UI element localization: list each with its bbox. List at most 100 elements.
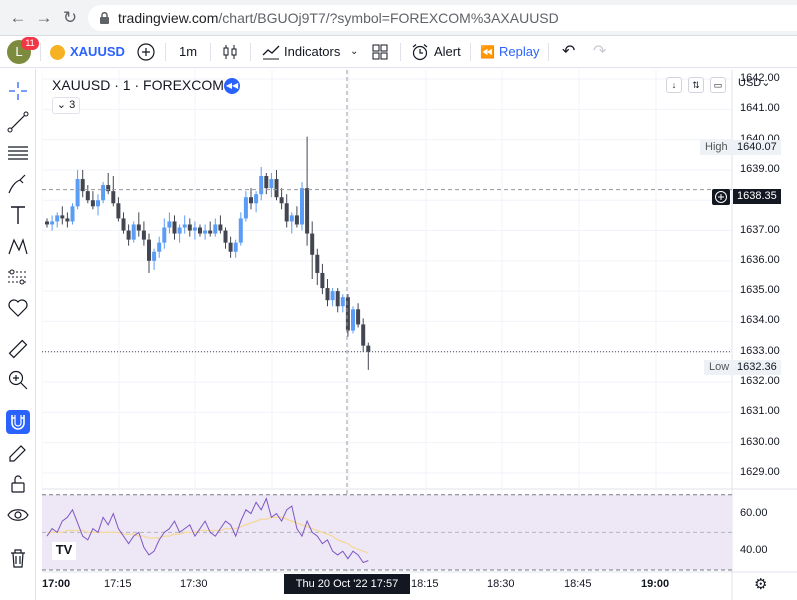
candle-body <box>177 227 182 234</box>
price-tick-label: 1637.00 <box>740 223 780 236</box>
symbol-search-button[interactable]: XAUUSD <box>70 44 125 59</box>
currency-selector[interactable]: USD⌄ <box>738 76 770 89</box>
indicators-icon[interactable] <box>262 44 280 60</box>
candle-body <box>264 176 269 189</box>
crosshair-tool[interactable] <box>6 79 30 103</box>
toolbar-divider <box>40 43 41 61</box>
candle-body <box>269 179 274 189</box>
hide-drawings-tool[interactable] <box>6 503 30 527</box>
chart-pane[interactable]: XAUUSD · 1 · FOREXCOM ◀◀ ⌄ 3 ↓ ⇅ ▭ <box>42 70 797 600</box>
candle-body <box>157 242 162 252</box>
chevron-down-icon[interactable]: ⌄ <box>350 46 359 57</box>
alarm-clock-icon[interactable] <box>411 43 429 61</box>
candle-body <box>305 188 310 234</box>
stay-drawing-tool[interactable] <box>6 441 30 465</box>
candle-body <box>152 251 157 261</box>
lock-icon <box>100 12 109 24</box>
price-tick-label: 1639.00 <box>740 162 780 175</box>
candle-body <box>274 179 279 198</box>
oscillator-ma-line <box>47 516 369 554</box>
indicators-button[interactable]: Indicators <box>284 44 341 59</box>
candle-body <box>162 227 167 243</box>
scroll-down-icon[interactable]: ↓ <box>666 77 682 93</box>
back-icon[interactable]: ← <box>9 8 27 27</box>
remove-drawings-tool[interactable] <box>6 546 30 570</box>
candle-body <box>366 345 371 352</box>
maximize-icon[interactable]: ▭ <box>710 77 726 93</box>
replay-jump-icon[interactable]: ◀◀ <box>224 78 240 94</box>
browser-bar: ← → ↻ tradingview.com/chart/BGUOj9T7/?sy… <box>0 0 797 36</box>
time-tick-label: 18:15 <box>411 578 439 590</box>
zoom-in-icon <box>8 370 28 390</box>
chart-toolbar: L 11 XAUUSD 1m Indicators ⌄ Alert ⏪ Repl… <box>0 36 797 68</box>
time-tick-label: 18:30 <box>487 578 515 590</box>
toolbar-divider <box>400 43 401 61</box>
candle-body <box>340 297 345 307</box>
replay-button[interactable]: Replay <box>499 44 540 59</box>
trend-line-tool[interactable] <box>6 110 30 134</box>
expand-icon[interactable]: ⇅ <box>688 77 704 93</box>
redo-icon[interactable]: ↷ <box>593 43 607 60</box>
replay-rewind-icon[interactable]: ⏪ <box>480 45 495 59</box>
candle-body <box>70 206 75 222</box>
ruler-icon <box>8 339 28 359</box>
candle-body <box>356 309 361 325</box>
candle-body <box>361 324 366 346</box>
price-tick-label: 1630.00 <box>740 435 780 448</box>
compare-add-icon[interactable] <box>137 43 155 61</box>
candle-body <box>187 224 192 231</box>
candle-body <box>238 218 243 243</box>
price-tick-label: 1641.00 <box>740 102 780 115</box>
candle-body <box>294 215 299 225</box>
magnet-tool[interactable] <box>6 410 30 434</box>
high-tag: High <box>700 140 733 155</box>
add-alert-button[interactable] <box>712 189 730 205</box>
plus-circle-icon <box>715 191 727 203</box>
pattern-tool[interactable] <box>6 234 30 258</box>
address-bar[interactable]: tradingview.com/chart/BGUOj9T7/?symbol=F… <box>88 5 797 31</box>
candle-body <box>223 230 228 243</box>
alert-button[interactable]: Alert <box>434 44 461 59</box>
layouts-grid-icon[interactable] <box>372 44 388 60</box>
price-tick-label: 1634.00 <box>740 314 780 327</box>
time-tick-label: 17:00 <box>42 578 71 590</box>
reload-icon[interactable]: ↻ <box>62 8 78 27</box>
crosshair-price-label: 1638.35 <box>733 189 781 204</box>
candle-body <box>315 254 320 273</box>
candle-body <box>218 224 223 231</box>
toolbar-divider <box>470 43 471 61</box>
measure-tool[interactable] <box>6 337 30 361</box>
collapse-indicators-button[interactable]: ⌄ 3 <box>52 97 80 114</box>
url-host: tradingview.com <box>118 10 219 26</box>
candle-body <box>254 194 259 204</box>
candle-body <box>65 218 70 222</box>
candle-body <box>106 185 111 192</box>
interval-button[interactable]: 1m <box>179 44 198 59</box>
forward-icon[interactable]: → <box>35 8 53 27</box>
currency-label: USD <box>738 77 762 89</box>
crosshair-icon <box>9 82 27 100</box>
candles-chart-type-icon[interactable] <box>221 43 239 61</box>
forecast-tool[interactable] <box>6 265 30 289</box>
fib-tool[interactable] <box>6 141 30 165</box>
url-text: tradingview.com/chart/BGUOj9T7/?symbol=F… <box>118 10 559 26</box>
candle-body <box>325 288 330 301</box>
candle-body <box>45 221 49 225</box>
candle-body <box>279 197 284 204</box>
undo-icon[interactable]: ↶ <box>562 43 576 60</box>
candle-body <box>136 224 141 231</box>
time-tick-label: 17:15 <box>104 578 132 590</box>
candle-body <box>167 221 172 228</box>
lock-drawings-tool[interactable] <box>6 472 30 496</box>
price-chart[interactable] <box>42 70 797 600</box>
text-tool[interactable] <box>6 203 30 227</box>
candle-body <box>330 291 335 301</box>
brush-tool[interactable] <box>6 172 30 196</box>
price-tick-label: 1632.00 <box>740 374 780 387</box>
shapes-tool[interactable] <box>6 296 30 320</box>
candle-body <box>289 215 294 222</box>
settings-gear-icon[interactable]: ⚙ <box>754 576 768 593</box>
zoom-tool[interactable] <box>6 368 30 392</box>
candle-body <box>90 200 95 207</box>
candle-body <box>50 221 55 225</box>
